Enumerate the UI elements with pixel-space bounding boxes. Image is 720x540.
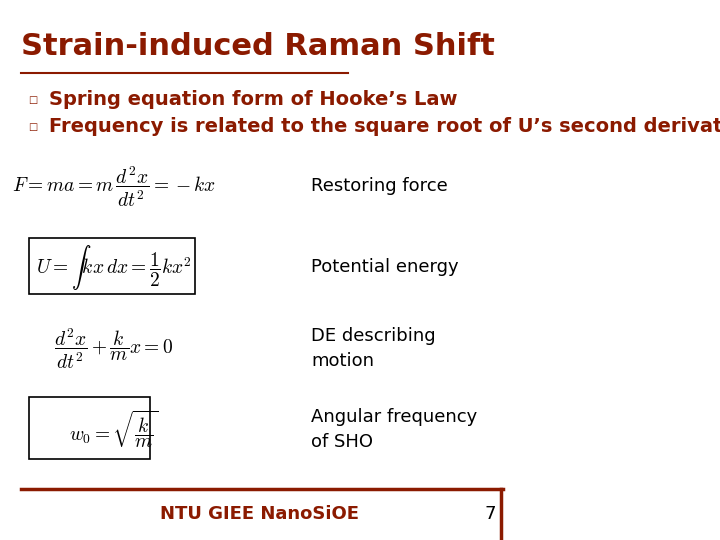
Text: Frequency is related to the square root of U’s second derivative: Frequency is related to the square root … bbox=[49, 117, 720, 137]
Text: $\dfrac{d^2x}{dt^2} + \dfrac{k}{m}x = 0$: $\dfrac{d^2x}{dt^2} + \dfrac{k}{m}x = 0$ bbox=[55, 326, 174, 370]
Text: □: □ bbox=[29, 122, 37, 132]
Text: Angular frequency
of SHO: Angular frequency of SHO bbox=[311, 408, 477, 451]
Text: DE describing
motion: DE describing motion bbox=[311, 327, 436, 370]
Text: $F = ma = m\,\dfrac{d^2x}{dt^2} = -kx$: $F = ma = m\,\dfrac{d^2x}{dt^2} = -kx$ bbox=[12, 164, 216, 208]
Text: NTU GIEE NanoSiOE: NTU GIEE NanoSiOE bbox=[160, 505, 359, 523]
Text: 7: 7 bbox=[484, 505, 495, 523]
Text: $U = \int kx\,dx = \dfrac{1}{2}kx^2$: $U = \int kx\,dx = \dfrac{1}{2}kx^2$ bbox=[36, 243, 192, 292]
Text: □: □ bbox=[29, 95, 37, 105]
Text: Spring equation form of Hooke’s Law: Spring equation form of Hooke’s Law bbox=[49, 90, 458, 110]
Text: $w_0 = \sqrt{\dfrac{k}{m}}$: $w_0 = \sqrt{\dfrac{k}{m}}$ bbox=[69, 409, 159, 450]
Text: Strain-induced Raman Shift: Strain-induced Raman Shift bbox=[21, 32, 495, 62]
Text: Potential energy: Potential energy bbox=[311, 258, 459, 276]
Text: Restoring force: Restoring force bbox=[311, 177, 448, 195]
